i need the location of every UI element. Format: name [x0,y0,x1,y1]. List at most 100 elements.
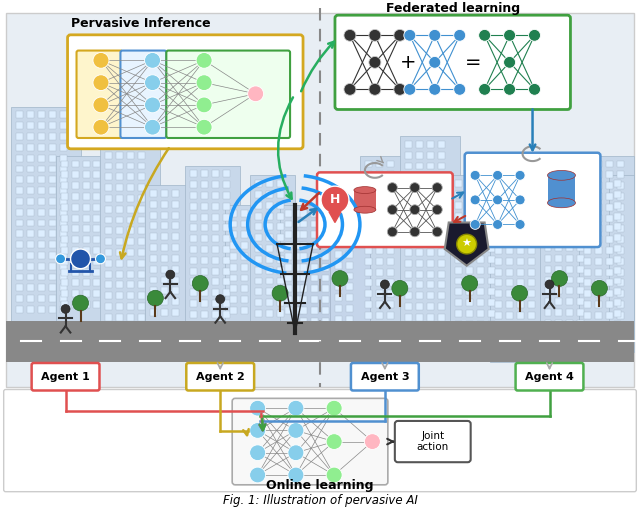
Bar [150,255,157,262]
Bar [556,287,563,294]
Bar [201,257,208,264]
Bar [488,213,495,219]
Bar [618,280,625,286]
Bar [161,298,168,305]
Bar [495,344,502,351]
Bar [127,314,134,321]
Bar [61,269,68,276]
Bar [106,314,113,321]
Circle shape [461,276,477,291]
Bar [438,141,445,148]
Bar [172,212,179,218]
Circle shape [326,467,342,483]
Circle shape [479,83,491,95]
Bar [266,245,273,252]
Bar [545,233,552,240]
Bar [488,310,495,317]
Bar [223,268,230,274]
Bar [311,231,318,238]
Bar [277,224,284,230]
Bar [230,242,237,249]
Bar [38,122,45,129]
Bar [93,290,100,297]
Bar [577,277,584,283]
Bar [556,255,563,262]
Bar [72,226,79,232]
Bar [83,182,90,189]
Bar [127,162,134,170]
Bar [527,301,534,308]
Circle shape [387,182,397,193]
Bar [454,278,461,284]
Bar [27,144,34,151]
Bar [38,273,45,281]
Bar [266,267,273,273]
Bar [106,292,113,299]
Bar [387,269,394,276]
Bar [38,241,45,248]
Bar [83,269,90,276]
Bar [230,285,237,292]
Bar [454,256,461,263]
Bar [300,221,307,227]
Bar [614,202,621,209]
Circle shape [515,219,525,229]
Bar [606,171,613,178]
Bar [322,221,329,227]
Bar [72,301,79,308]
Bar [172,190,179,197]
Bar [438,216,445,224]
Bar [150,244,157,251]
Bar [346,305,353,312]
Ellipse shape [354,206,376,213]
Bar [438,184,445,191]
Bar [416,303,423,310]
Bar [212,300,220,307]
Bar [506,160,513,168]
Bar [285,274,292,282]
Bar [116,206,124,213]
Bar [584,247,591,254]
Text: ★: ★ [461,239,472,249]
Circle shape [250,445,266,461]
Bar [556,298,563,305]
Circle shape [70,249,90,269]
Bar [506,236,513,243]
Bar [545,320,552,326]
Bar [266,310,273,317]
Bar [614,310,621,317]
Bar [566,190,573,197]
Bar [365,334,372,340]
Bar [365,215,372,222]
Bar [427,314,434,321]
Bar [15,273,22,281]
Bar [116,271,124,278]
Bar [60,273,67,281]
Bar [618,258,625,265]
Text: +: + [399,53,416,72]
Bar [416,314,423,321]
Text: Joint
action: Joint action [417,431,449,452]
Bar [27,133,34,140]
Bar [138,195,145,202]
Bar [516,344,524,351]
Bar [595,290,602,297]
Bar [506,323,513,329]
Bar [466,180,473,187]
Bar [277,310,284,317]
Bar [106,216,113,224]
Bar [93,215,100,222]
Bar [266,234,273,241]
Bar [49,133,56,140]
Bar [172,309,179,316]
Bar [201,214,208,221]
Bar [212,311,220,318]
Bar [365,280,372,286]
Bar [172,244,179,251]
Circle shape [369,57,381,68]
Bar [516,312,524,319]
Bar [161,309,168,316]
Bar [72,236,79,243]
Bar [49,219,56,227]
Circle shape [369,83,381,95]
